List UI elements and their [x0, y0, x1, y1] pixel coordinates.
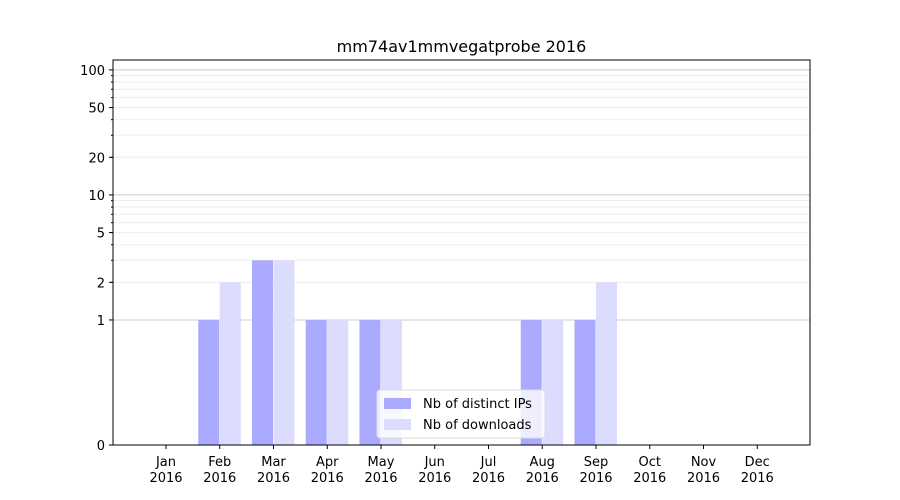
x-tick-label-month: Feb	[208, 455, 231, 470]
x-tick-label-year: 2016	[257, 471, 290, 486]
x-tick-label-month: Jan	[155, 455, 176, 470]
x-tick-label-month: Oct	[639, 455, 661, 470]
bar	[327, 319, 349, 445]
legend-label: Nb of downloads	[423, 418, 532, 433]
y-tick-label: 50	[88, 102, 105, 117]
y-tick-label: 100	[80, 64, 105, 79]
bar	[542, 319, 564, 445]
grid-lines	[113, 69, 810, 321]
x-tick-label-month: Nov	[691, 455, 717, 470]
bar	[305, 319, 327, 445]
bar	[219, 282, 241, 445]
x-tick-label-month: Jul	[480, 455, 497, 470]
y-tick-label: 0	[97, 439, 105, 454]
x-tick-label-year: 2016	[149, 471, 182, 486]
bar	[359, 319, 381, 445]
legend-label: Nb of distinct IPs	[423, 397, 532, 412]
x-tick-label-year: 2016	[526, 471, 559, 486]
y-tick-label: 2	[97, 276, 105, 291]
y-axis: 0 1 2 5 10 20 50 100	[80, 64, 113, 454]
x-tick-label-month: Jun	[424, 455, 445, 470]
x-tick-label-year: 2016	[633, 471, 666, 486]
plot-frame	[112, 59, 811, 446]
x-tick-label-month: Mar	[261, 455, 286, 470]
chart-title: mm74av1mmvegatprobe 2016	[337, 37, 587, 56]
y-tick-label: 20	[88, 151, 105, 166]
y-tick-label: 10	[88, 189, 105, 204]
legend-box	[376, 389, 546, 439]
x-tick-label-year: 2016	[418, 471, 451, 486]
x-tick-label-month: May	[368, 455, 395, 470]
x-tick-label-year: 2016	[311, 471, 344, 486]
x-tick-label-year: 2016	[472, 471, 505, 486]
x-axis: Jan2016Feb2016Mar2016Apr2016May2016Jun20…	[149, 445, 774, 486]
x-tick-label-month: Dec	[745, 455, 770, 470]
x-tick-label-year: 2016	[741, 471, 774, 486]
y-tick-label: 1	[97, 314, 105, 329]
bar	[252, 260, 273, 445]
legend: Nb of distinct IPs Nb of downloads	[376, 389, 546, 439]
x-tick-label-year: 2016	[203, 471, 236, 486]
y-tick-label: 5	[97, 227, 105, 242]
bar	[273, 260, 295, 445]
bar	[198, 319, 220, 445]
bar	[574, 319, 596, 445]
x-tick-label-year: 2016	[687, 471, 720, 486]
legend-swatch	[384, 419, 411, 430]
bars	[198, 260, 617, 445]
x-tick-label-year: 2016	[364, 471, 397, 486]
x-tick-label-month: Aug	[530, 455, 555, 470]
x-tick-label-month: Apr	[316, 455, 339, 470]
legend-swatch	[384, 398, 411, 409]
x-tick-label-month: Sep	[584, 455, 609, 470]
bar	[596, 282, 617, 445]
x-tick-label-year: 2016	[579, 471, 612, 486]
